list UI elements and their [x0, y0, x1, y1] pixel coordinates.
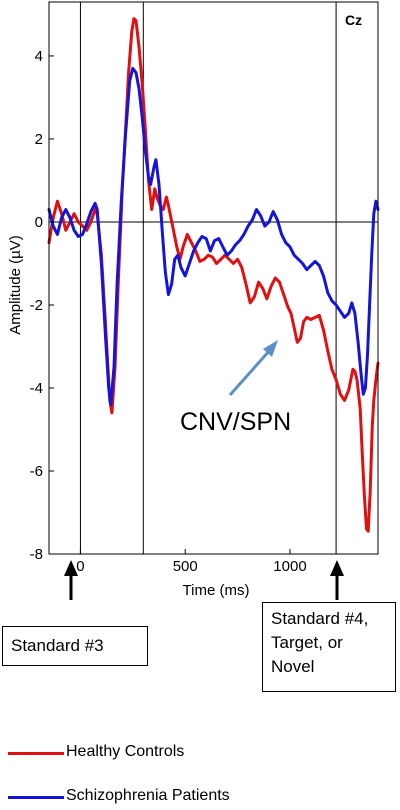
- y-tick-label: -4: [30, 380, 43, 397]
- y-tick-label: 2: [35, 131, 43, 148]
- y-tick-label: -8: [30, 546, 43, 563]
- series-layer: [47, 17, 380, 533]
- x-tick-label: 0: [76, 558, 84, 575]
- y-axis-label: Amplitude (µV): [7, 235, 24, 335]
- x-tick-label: 500: [173, 558, 198, 575]
- legend-swatch: [8, 752, 64, 755]
- annotation-arrow: [228, 349, 272, 396]
- panel-label: Cz: [345, 12, 362, 28]
- y-tick-label: 0: [35, 214, 43, 231]
- x-axis-ticks: 0 500 1000: [76, 549, 307, 575]
- marker-arrow-head-standard4: [330, 560, 344, 576]
- erp-chart: 0 500 1000 4 2 0 -2 -4 -6 -8 Cz Time (ms) Amplit…: [7, 1, 380, 600]
- y-tick-label: 4: [35, 48, 43, 65]
- legend-item-healthy-controls: Healthy Controls: [0, 742, 400, 766]
- x-tick-label: 1000: [273, 558, 306, 575]
- legend-label: Healthy Controls: [66, 743, 185, 760]
- series-line-0: [47, 17, 380, 533]
- y-axis-ticks: 4 2 0 -2 -4 -6 -8: [30, 48, 54, 563]
- legend-swatch: [8, 796, 64, 799]
- event-marker-arrows: [64, 560, 344, 600]
- callout-standard-3: Standard #3: [2, 626, 148, 666]
- callout-standard-4-target-novel: Standard #4, Target, or Novel: [262, 602, 396, 692]
- legend-item-schizophrenia-patients: Schizophrenia Patients: [0, 786, 400, 810]
- marker-arrow-head-standard3: [64, 560, 78, 576]
- cnv-spn-annotation: CNV/SPN: [180, 340, 291, 436]
- annotation-arrow-head: [263, 340, 278, 357]
- plot-frame: [48, 1, 379, 555]
- legend-label: Schizophrenia Patients: [66, 787, 230, 804]
- series-line-1: [47, 66, 380, 407]
- y-tick-label: -6: [30, 463, 43, 480]
- y-tick-label: -2: [30, 297, 43, 314]
- x-axis-label: Time (ms): [183, 582, 250, 599]
- annotation-text: CNV/SPN: [180, 408, 291, 436]
